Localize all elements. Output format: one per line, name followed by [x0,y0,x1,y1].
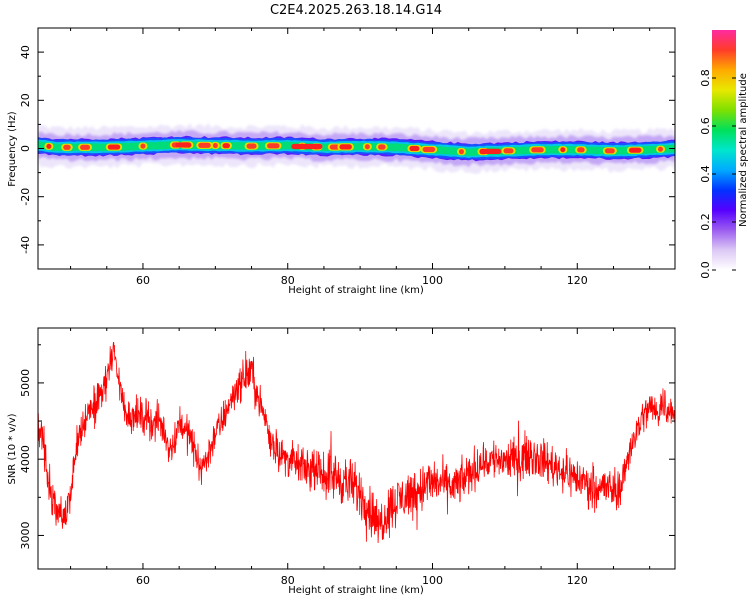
chart-title: C2E4.2025.263.18.14.G14 [270,3,442,18]
snr-frame [37,327,676,570]
colorbar-tick-label: 0.8 [699,69,712,87]
spectrogram-y-tick-label: 40 [19,45,32,59]
colorbar-tick-label: 0.0 [699,261,712,279]
spectral-peak [577,147,585,153]
spectral-band [38,123,675,174]
spectrogram-panel: 60 80 100 120 -40 -20 0 20 40 Height of straight… [7,27,676,296]
spectrogram-x-tick-label: 120 [567,274,588,287]
spectral-peak [63,144,71,150]
spectrogram-y-tick-label: 20 [19,93,32,107]
spectrogram-y-tick-label: -20 [19,188,32,206]
spectral-peak [658,146,664,152]
spectral-peak [531,147,544,153]
spectral-peak-segment [479,148,502,154]
spectral-peak [329,144,340,150]
spectral-peak [107,144,121,150]
spectral-peak-segment [175,142,191,148]
spectral-peak [46,143,52,149]
spectral-peak [267,143,280,149]
spectral-peak [198,142,211,148]
spectrogram-y-tick-label: 0 [19,145,32,152]
snr-series-line [38,341,675,544]
snr-panel: 60 80 100 120 3000 4000 5000 Height of straigh… [7,327,676,596]
colorbar-tick-label: 0.4 [699,165,712,183]
spectral-peak-segment [291,143,323,150]
colorbar-tick-label: 0.6 [699,117,712,135]
spectrogram-x-tick-label: 60 [136,274,150,287]
snr-y-tick-label: 4000 [19,445,32,473]
spectral-peak [458,149,464,155]
spectral-peak [503,148,514,154]
spectral-peak [560,147,566,153]
spectral-peak [140,143,146,149]
snr-plot-area [38,328,675,569]
snr-y-tick-label: 3000 [19,521,32,549]
spectral-peak [409,145,420,152]
colorbar-label: Normalized spectral amplitude [738,73,749,227]
snr-x-tick-label: 60 [136,574,150,587]
spectrogram-x-tick-label: 100 [422,274,443,287]
spectral-peak [339,144,352,150]
spectrogram-y-tick-label: -40 [19,236,32,254]
colorbar-ticks: 0.0 0.2 0.4 0.6 0.8 [699,69,736,279]
colorbar-gradient [712,30,736,270]
snr-y-axis-label: SNR (10 * v/v) [7,413,18,484]
spectral-peak [378,144,386,150]
spectral-peak [212,142,218,149]
spectral-peak [246,143,257,149]
snr-x-tick-label: 80 [281,574,295,587]
spectral-peak [422,146,436,153]
spectral-peak [604,148,615,154]
colorbar-tick-label: 0.2 [699,213,712,231]
spectral-peak [628,147,642,153]
spectrogram-x-axis-label: Height of straight line (km) [288,285,424,296]
spectrogram-y-axis-label: Frequency (Hz) [7,111,18,187]
spectrogram-x-tick-label: 80 [281,274,295,287]
snr-x-tick-label: 100 [422,574,443,587]
spectral-peak [80,144,91,150]
spectral-peak [222,143,230,149]
spectrogram-ticks: 60 80 100 120 -40 -20 0 20 40 [19,27,675,287]
snr-x-axis-label: Height of straight line (km) [288,585,424,596]
snr-y-tick-label: 5000 [19,369,32,397]
snr-ticks: 60 80 100 120 3000 4000 5000 [19,328,675,587]
snr-x-tick-label: 120 [567,574,588,587]
spectral-peak [364,144,370,150]
colorbar: 0.0 0.2 0.4 0.6 0.8 Normalized spectral ampl… [699,30,749,279]
